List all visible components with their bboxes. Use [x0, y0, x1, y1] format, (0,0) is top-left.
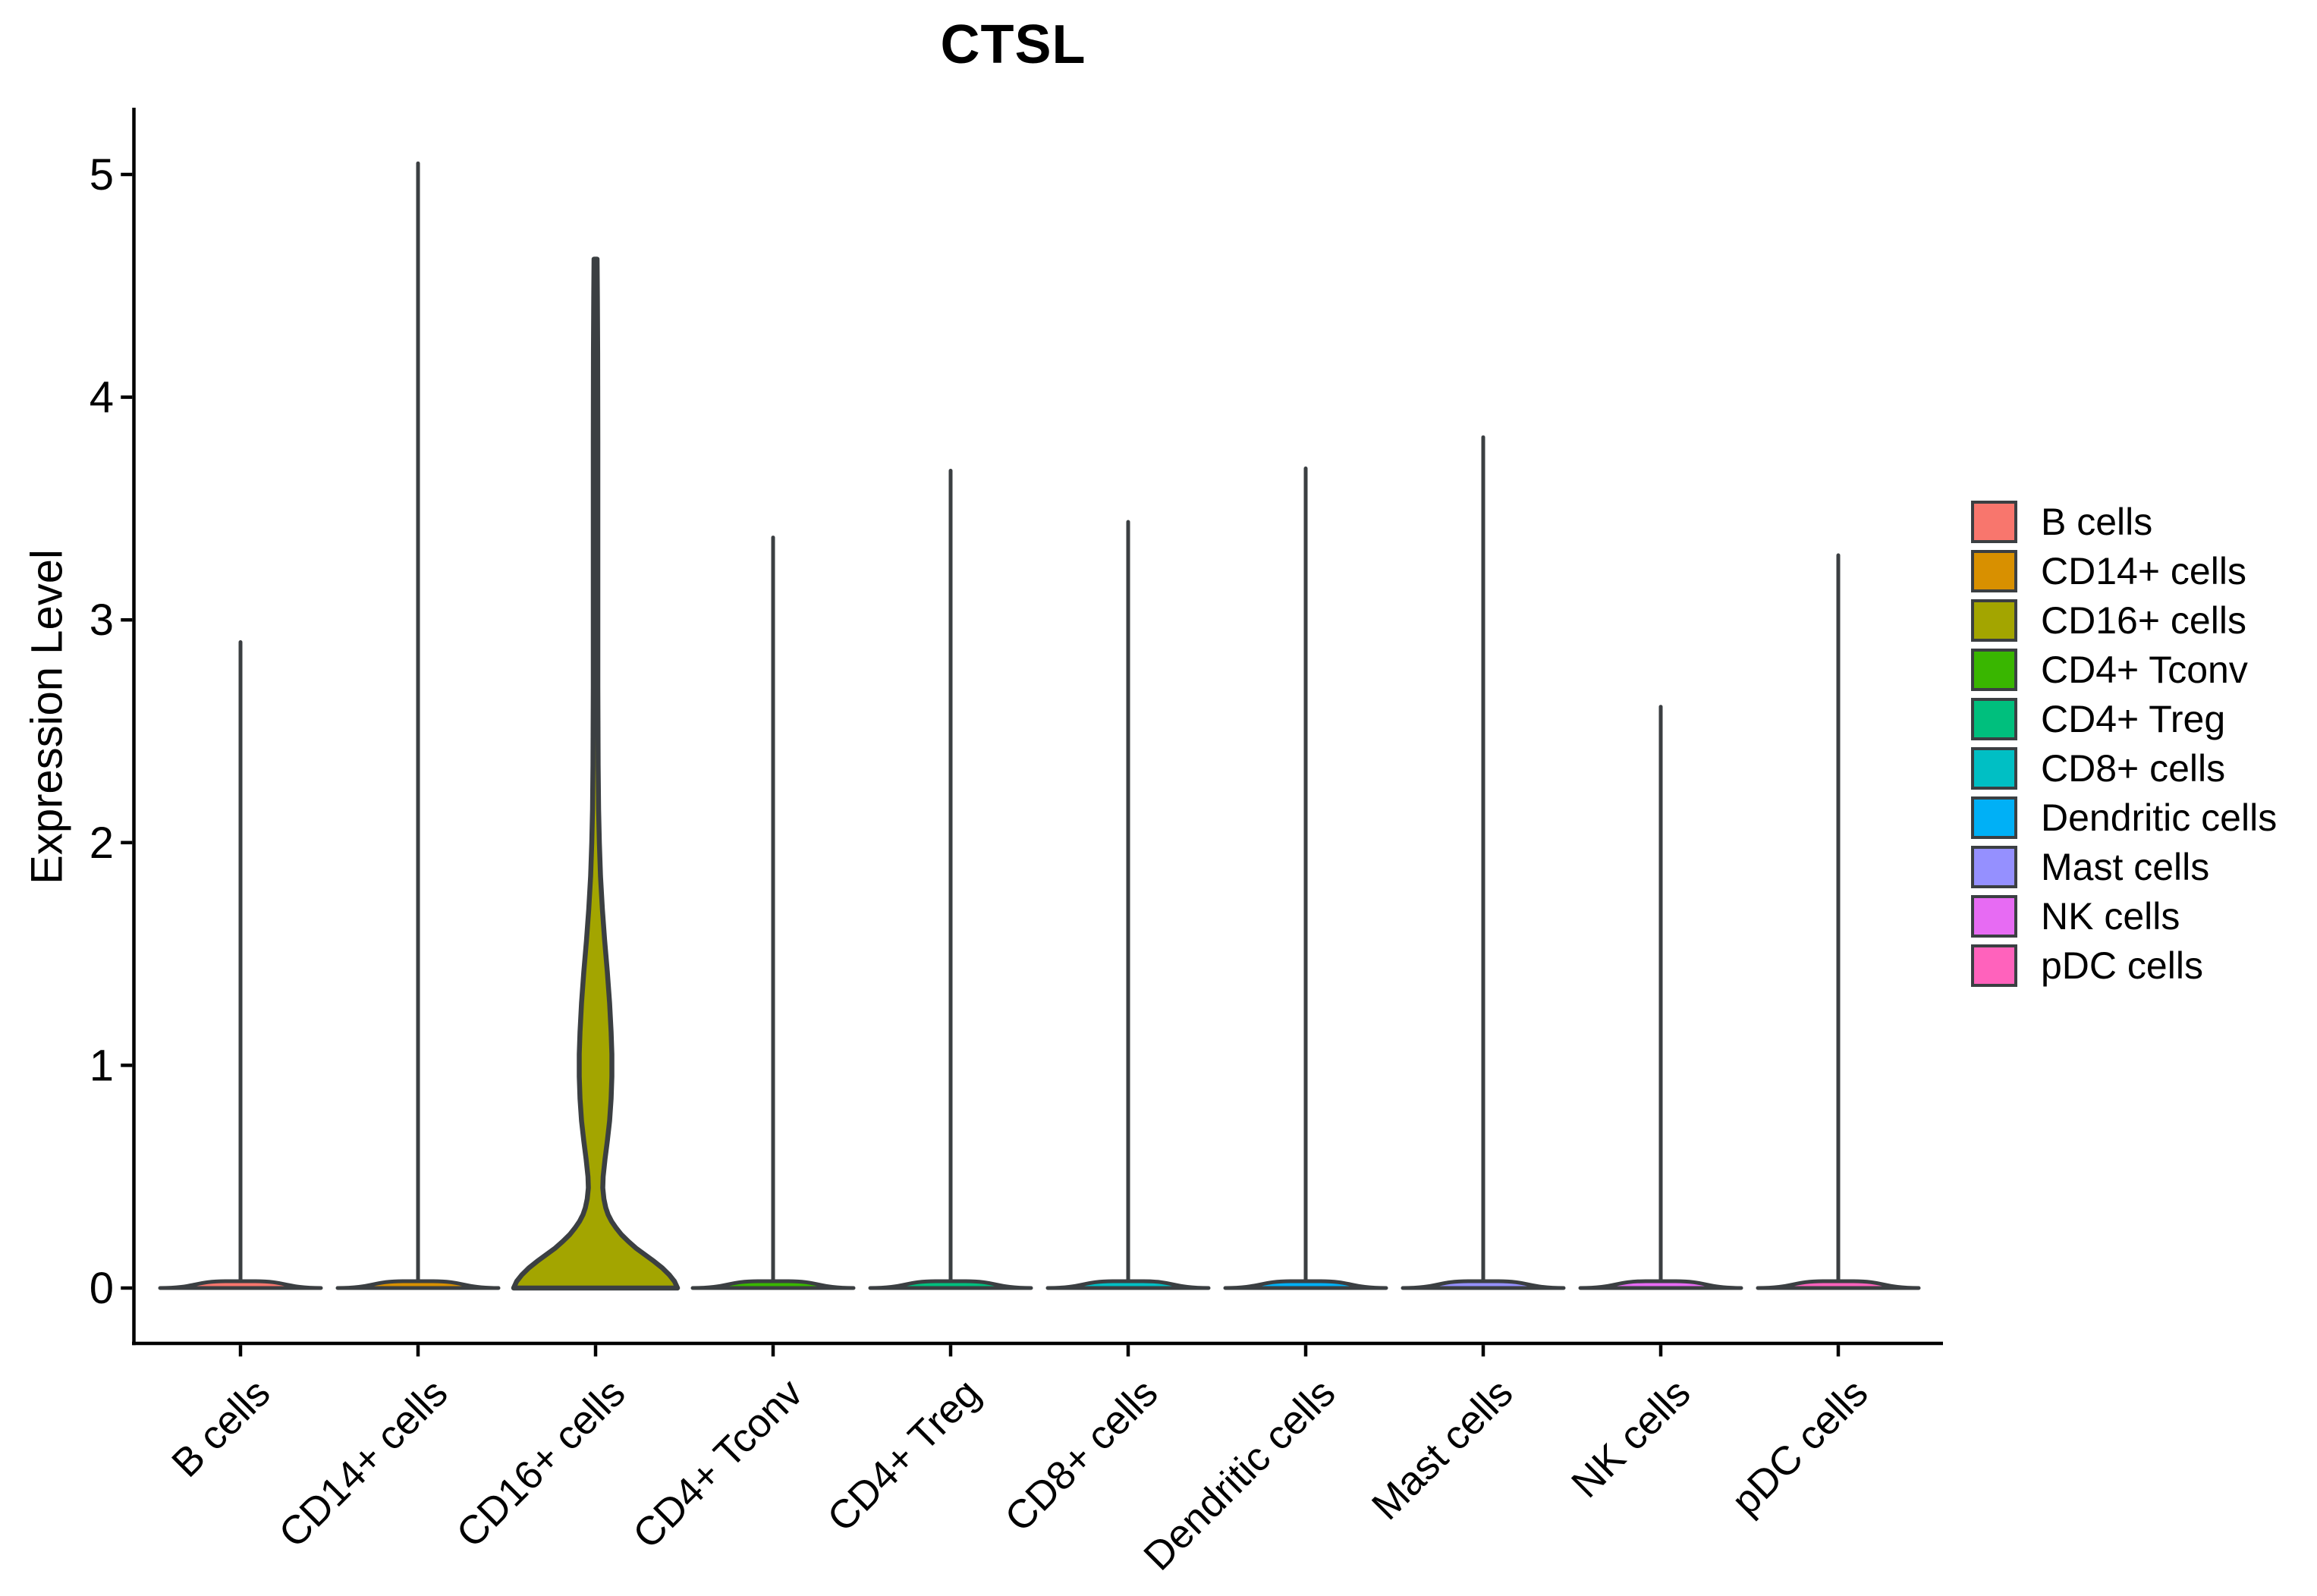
violin-cd16-cells: [511, 256, 681, 1291]
legend-label: pDC cells: [2041, 944, 2203, 987]
legend-swatch: [1971, 697, 2017, 740]
legend-swatch: [1971, 549, 2017, 592]
legend-swatch: [1971, 845, 2017, 888]
legend-label: Mast cells: [2041, 845, 2210, 888]
y-tick-label: 3: [90, 595, 114, 645]
violin-base-b-cells: [158, 1279, 323, 1290]
legend-item: Mast cells: [1971, 842, 2277, 891]
legend-swatch: [1971, 894, 2017, 938]
violin-base-dendritic-cells: [1223, 1279, 1388, 1290]
x-tick-label-cd14-cells: CD14+ cells: [271, 1371, 457, 1557]
x-tick-label-cd8-cells: CD8+ cells: [997, 1371, 1167, 1541]
x-tick-label-cd4-treg: CD4+ Treg: [819, 1371, 989, 1541]
x-tick-label-cd16-cells: CD16+ cells: [448, 1371, 634, 1557]
x-tick-label-mast-cells: Mast cells: [1363, 1371, 1521, 1528]
chart-title: CTSL: [940, 14, 1086, 75]
x-tick-label-nk-cells: NK cells: [1563, 1371, 1699, 1506]
legend-label: CD14+ cells: [2041, 549, 2246, 592]
violin-base-cd14-cells: [335, 1279, 501, 1290]
legend-swatch: [1971, 944, 2017, 987]
violin-base-cd4-tconv: [690, 1279, 856, 1290]
legend-item: Dendritic cells: [1971, 793, 2277, 842]
legend-swatch: [1971, 598, 2017, 642]
legend-item: B cells: [1971, 497, 2277, 546]
violin-base-mast-cells: [1401, 1279, 1566, 1290]
legend-label: CD8+ cells: [2041, 746, 2226, 790]
legend-item: CD14+ cells: [1971, 546, 2277, 595]
violin-base-cd8-cells: [1045, 1279, 1211, 1290]
legend-label: B cells: [2041, 500, 2153, 543]
y-tick-label: 0: [90, 1264, 114, 1313]
x-tick-label-cd4-tconv: CD4+ Tconv: [624, 1370, 812, 1557]
violin-base-pdc-cells: [1756, 1279, 1921, 1290]
legend-label: CD4+ Treg: [2041, 697, 2226, 740]
legend-label: CD4+ Tconv: [2041, 648, 2248, 691]
y-tick-label: 1: [90, 1041, 114, 1090]
legend-item: CD8+ cells: [1971, 743, 2277, 793]
legend-item: NK cells: [1971, 891, 2277, 941]
x-tick-label-dendritic-cells: Dendritic cells: [1135, 1371, 1344, 1579]
y-tick-label: 2: [90, 818, 114, 868]
legend-swatch: [1971, 648, 2017, 691]
legend-swatch: [1971, 746, 2017, 790]
legend-swatch: [1971, 500, 2017, 543]
legend: B cells CD14+ cells CD16+ cells CD4+ Tconv C…: [1971, 497, 2277, 990]
legend-item: CD16+ cells: [1971, 595, 2277, 645]
y-tick-label: 4: [90, 373, 114, 423]
y-tick-label: 5: [90, 150, 114, 200]
x-tick-label-pdc-cells: pDC cells: [1723, 1371, 1876, 1524]
legend-item: pDC cells: [1971, 941, 2277, 990]
legend-item: CD4+ Tconv: [1971, 645, 2277, 694]
legend-swatch: [1971, 796, 2017, 839]
violin-base-cd4-treg: [868, 1279, 1033, 1290]
violin-base-nk-cells: [1578, 1279, 1743, 1290]
legend-label: Dendritic cells: [2041, 796, 2278, 839]
legend-item: CD4+ Treg: [1971, 694, 2277, 743]
legend-label: NK cells: [2041, 894, 2180, 938]
legend-label: CD16+ cells: [2041, 598, 2246, 642]
x-tick-label-b-cells: B cells: [163, 1371, 278, 1486]
